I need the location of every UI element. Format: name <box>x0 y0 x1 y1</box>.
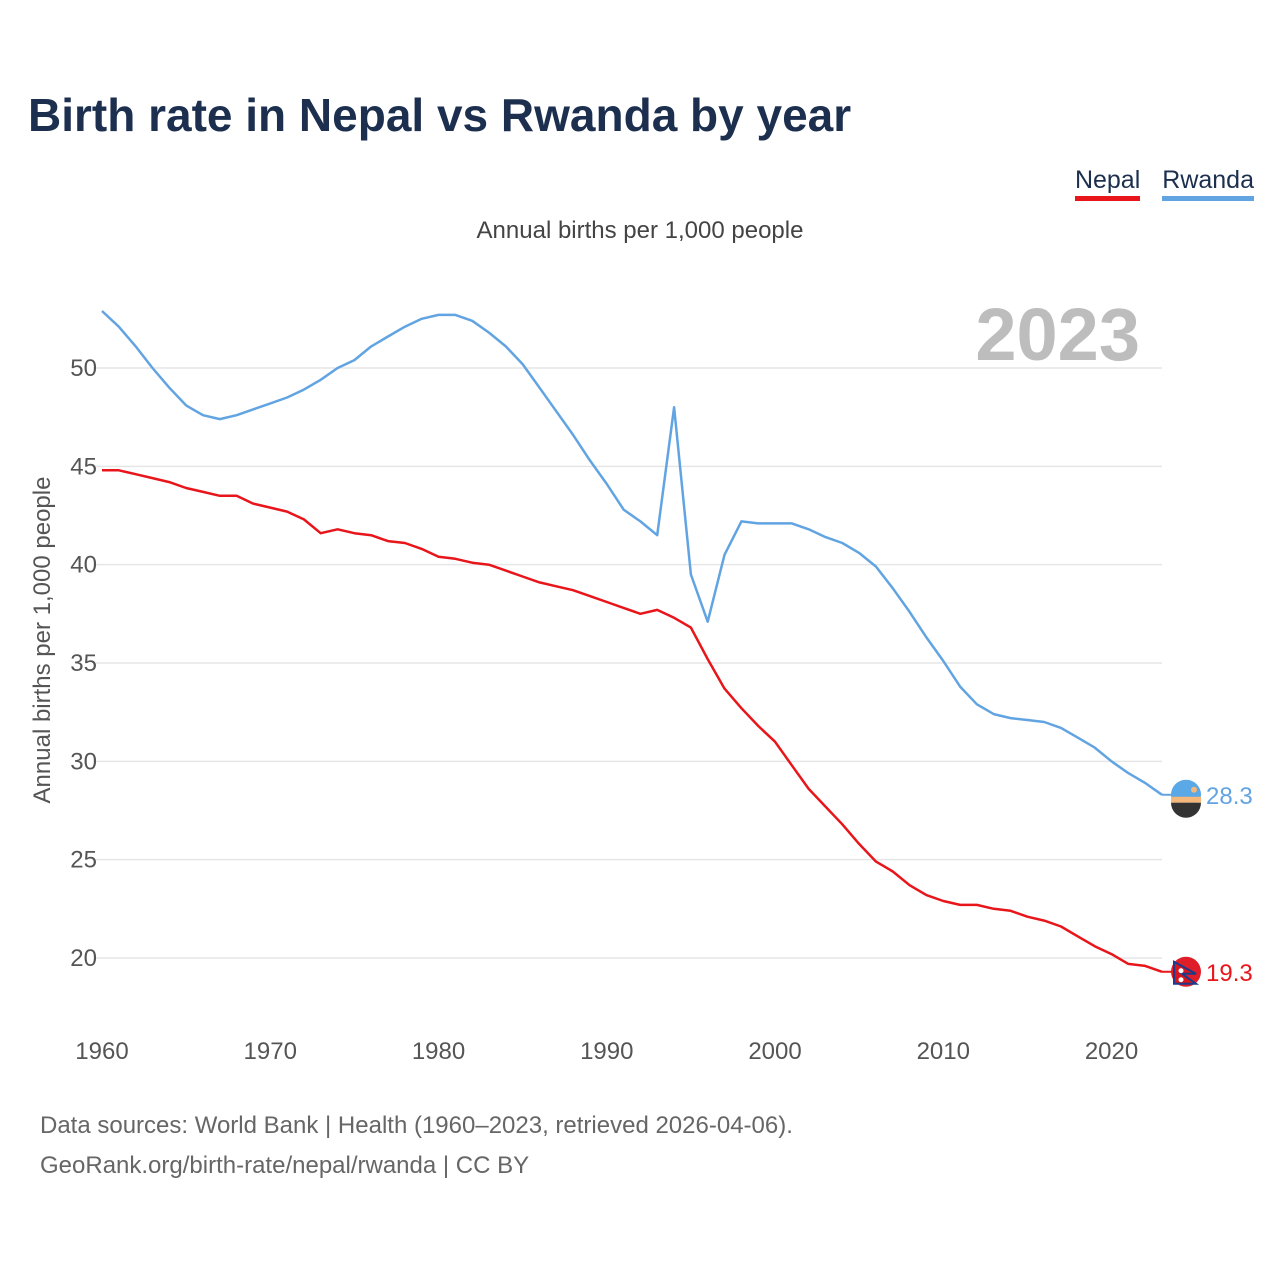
end-markers: 19.3 28.3 <box>1162 779 1253 987</box>
legend: Nepal Rwanda <box>1074 166 1254 201</box>
y-tick-label: 35 <box>70 650 97 677</box>
x-tick-label: 2010 <box>917 1038 970 1065</box>
y-tick-label: 50 <box>70 355 97 382</box>
x-tick-label: 2020 <box>1085 1038 1138 1065</box>
flag-rwanda-icon <box>1171 779 1201 818</box>
y-tick-label: 30 <box>70 748 97 775</box>
year-watermark: 2023 <box>975 293 1140 376</box>
y-tick-label: 40 <box>70 552 97 579</box>
x-tick-label: 1970 <box>244 1038 297 1065</box>
y-tick-label: 45 <box>70 453 97 480</box>
flag-nepal-icon <box>1171 956 1201 987</box>
legend-item-nepal[interactable]: Nepal <box>1074 166 1141 201</box>
y-tick-label: 20 <box>70 945 97 972</box>
x-axis: 1960 1970 1980 1990 2000 2010 2020 <box>75 1038 1138 1065</box>
series-line-rwanda[interactable] <box>101 310 1163 796</box>
x-tick-label: 1990 <box>580 1038 633 1065</box>
chart-title: Birth rate in Nepal vs Rwanda by year <box>28 89 852 141</box>
footer: Data sources: World Bank | Health (1960–… <box>40 1106 793 1186</box>
footer-link[interactable]: GeoRank.org/birth-rate/nepal/rwanda | CC… <box>40 1152 530 1179</box>
x-tick-label: 1960 <box>75 1038 128 1065</box>
gridlines <box>96 367 1162 959</box>
x-tick-label: 2000 <box>748 1038 801 1065</box>
series-lines <box>101 310 1163 973</box>
end-value-label-nepal: 19.3 <box>1206 960 1253 987</box>
series-line-nepal[interactable] <box>102 469 1163 973</box>
x-tick-label: 1980 <box>412 1038 465 1065</box>
y-tick-label: 25 <box>70 847 97 874</box>
end-value-label-rwanda: 28.3 <box>1206 783 1253 810</box>
y-axis: 20 25 30 35 40 45 50 <box>70 355 97 972</box>
footer-sources: Data sources: World Bank | Health (1960–… <box>40 1112 793 1139</box>
y-axis-label: Annual births per 1,000 people <box>29 477 56 804</box>
chart-subtitle: Annual births per 1,000 people <box>476 217 804 244</box>
legend-item-rwanda[interactable]: Rwanda <box>1162 166 1254 201</box>
